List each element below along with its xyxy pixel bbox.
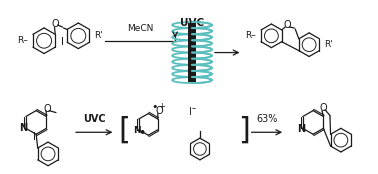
Text: I: I — [61, 37, 64, 47]
Text: I: I — [189, 107, 191, 117]
Text: •: • — [138, 127, 146, 140]
Text: R–: R– — [17, 36, 28, 45]
Text: O: O — [52, 19, 59, 29]
Text: UVC: UVC — [180, 18, 204, 28]
Text: +: + — [158, 102, 165, 111]
Text: 63%: 63% — [257, 114, 278, 124]
Text: –: – — [192, 104, 196, 113]
Text: R–: R– — [245, 31, 256, 40]
Text: N: N — [133, 126, 141, 135]
Bar — [187, 23, 197, 82]
Text: MeCN: MeCN — [127, 24, 153, 33]
Text: R': R' — [324, 40, 333, 49]
Text: R': R' — [94, 31, 103, 40]
Text: [: [ — [119, 116, 130, 145]
Text: ]: ] — [238, 116, 249, 145]
Text: O: O — [43, 104, 51, 114]
Text: O: O — [284, 20, 291, 30]
Text: •: • — [152, 102, 158, 112]
Text: N: N — [19, 123, 27, 133]
Text: I: I — [33, 132, 36, 142]
Text: UVC: UVC — [83, 114, 105, 124]
Text: N: N — [297, 124, 305, 134]
Text: O: O — [155, 106, 163, 116]
Text: O: O — [319, 103, 327, 113]
